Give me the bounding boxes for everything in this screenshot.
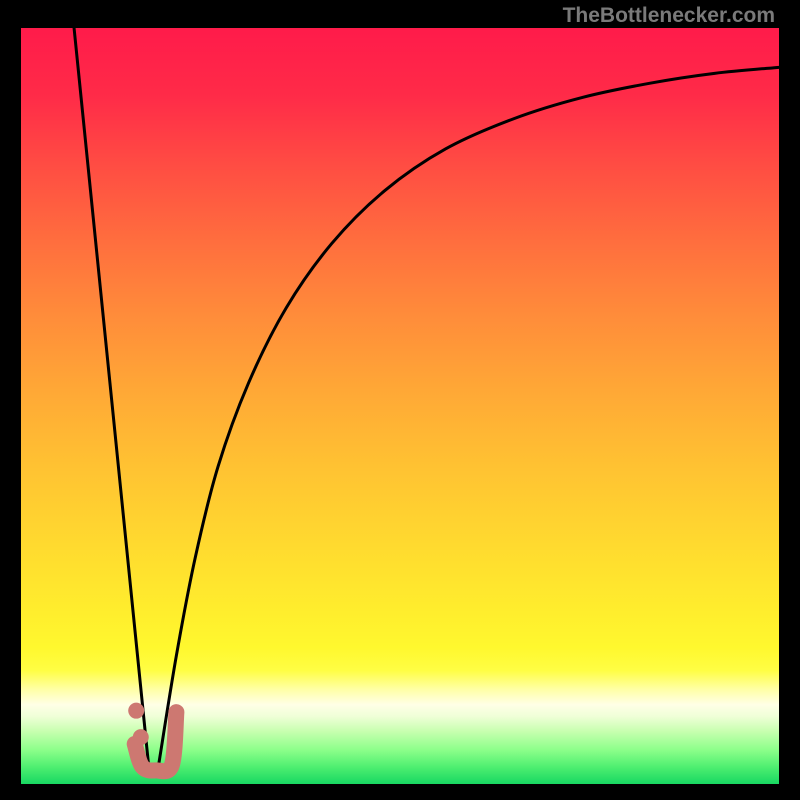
chart-frame bbox=[21, 28, 779, 784]
plot-area bbox=[21, 28, 779, 784]
marker-dot-1 bbox=[128, 703, 144, 719]
watermark-text: TheBottlenecker.com bbox=[563, 4, 775, 28]
chart-svg bbox=[21, 28, 779, 784]
gradient-background bbox=[21, 28, 779, 784]
marker-dot-2 bbox=[133, 729, 149, 745]
